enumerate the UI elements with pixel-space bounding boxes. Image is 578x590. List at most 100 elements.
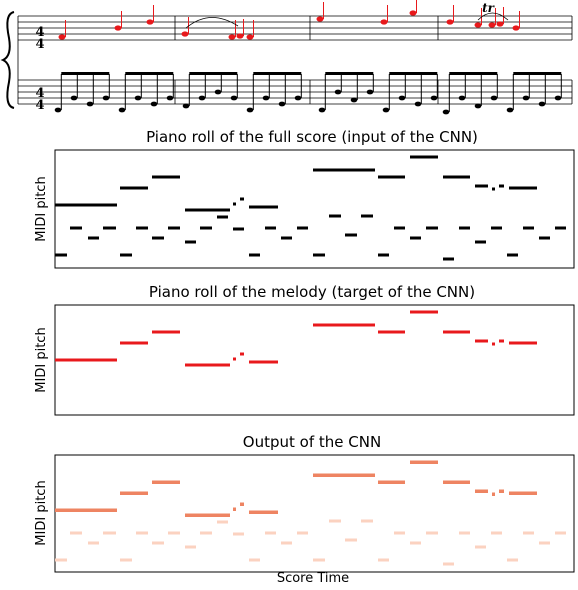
note-bar	[378, 480, 405, 484]
note-bar	[499, 339, 504, 343]
note-bar	[233, 532, 244, 536]
note-bar	[345, 233, 357, 237]
note-bar	[329, 214, 341, 218]
note-bar	[217, 215, 228, 219]
panel-title: Piano roll of the melody (target of the …	[149, 283, 475, 301]
note-bar	[240, 502, 244, 506]
note-head	[316, 16, 324, 22]
note-bar	[459, 531, 470, 535]
note-head	[414, 101, 422, 107]
note-bar	[378, 253, 389, 257]
note-bar	[378, 558, 389, 562]
piano-roll-frame	[54, 454, 575, 573]
note-head	[496, 21, 504, 27]
note-bar	[492, 492, 495, 496]
beam	[325, 72, 374, 75]
note-head	[246, 34, 254, 40]
note-bar	[249, 510, 278, 514]
note-head	[350, 97, 358, 103]
note-bar	[185, 513, 230, 517]
note-bar	[55, 508, 117, 512]
note-head	[458, 95, 466, 101]
note-bar	[410, 310, 438, 314]
time-sig: 4	[35, 86, 44, 101]
time-sig: 4	[35, 25, 44, 40]
note-head	[114, 25, 122, 31]
note-head	[522, 95, 530, 101]
note-bar	[394, 226, 405, 230]
note-head	[166, 95, 174, 101]
note-bar	[313, 558, 325, 562]
note-bar	[475, 339, 488, 343]
note-bar	[539, 236, 550, 240]
note-bar	[233, 507, 236, 511]
note-bar	[55, 558, 67, 562]
note-bar	[281, 236, 292, 240]
note-bar	[70, 531, 82, 535]
note-head	[488, 22, 496, 28]
note-bar	[240, 352, 244, 356]
note-bar	[88, 541, 99, 545]
note-head	[474, 22, 482, 28]
note-bar	[313, 323, 375, 327]
note-head	[474, 103, 482, 109]
note-head	[334, 89, 342, 95]
note-bar	[443, 562, 454, 566]
note-head	[278, 101, 286, 107]
note-head	[512, 25, 520, 31]
note-head	[554, 95, 562, 101]
note-bar	[136, 226, 148, 230]
note-head	[430, 95, 438, 101]
note-bar	[88, 236, 99, 240]
trill: tr	[482, 1, 496, 15]
note-bar	[249, 360, 278, 364]
y-label: MIDI pitch	[34, 480, 49, 545]
note-bar	[168, 531, 180, 535]
note-bar	[297, 531, 308, 535]
note-head	[58, 34, 66, 40]
note-head	[182, 103, 190, 109]
note-head	[398, 95, 406, 101]
slur	[477, 12, 509, 21]
note-bar	[200, 226, 212, 230]
note-bar	[523, 226, 534, 230]
piano-roll-frame	[54, 149, 575, 269]
note-bar	[443, 257, 454, 261]
note-head	[262, 95, 270, 101]
note-bar	[475, 545, 486, 549]
note-bar	[70, 226, 82, 230]
note-bar	[55, 358, 117, 362]
note-head	[214, 89, 222, 95]
score	[0, 11, 573, 109]
note-bar	[313, 473, 375, 477]
note-head	[294, 95, 302, 101]
note-bar	[55, 253, 67, 257]
note-head	[446, 19, 454, 25]
note-head	[150, 101, 158, 107]
note-bar	[136, 531, 148, 535]
brace	[0, 11, 15, 109]
note-head	[134, 95, 142, 101]
note-bar	[426, 226, 438, 230]
y-label: MIDI pitch	[34, 176, 49, 241]
note-bar	[265, 226, 276, 230]
note-bar	[509, 491, 537, 495]
note-head	[318, 107, 326, 113]
note-bar	[555, 226, 566, 230]
note-head	[228, 34, 236, 40]
note-bar	[475, 184, 488, 188]
note-bar	[55, 203, 117, 207]
note-bar	[152, 236, 164, 240]
time-sig: 4	[35, 37, 44, 52]
note-bar	[475, 489, 488, 493]
note-bar	[361, 214, 373, 218]
note-bar	[120, 186, 148, 190]
note-bar	[426, 531, 438, 535]
note-bar	[281, 541, 292, 545]
note-head	[538, 101, 546, 107]
beam	[189, 72, 238, 75]
note-bar	[509, 186, 537, 190]
y-label: MIDI pitch	[34, 327, 49, 392]
note-bar	[410, 155, 438, 159]
